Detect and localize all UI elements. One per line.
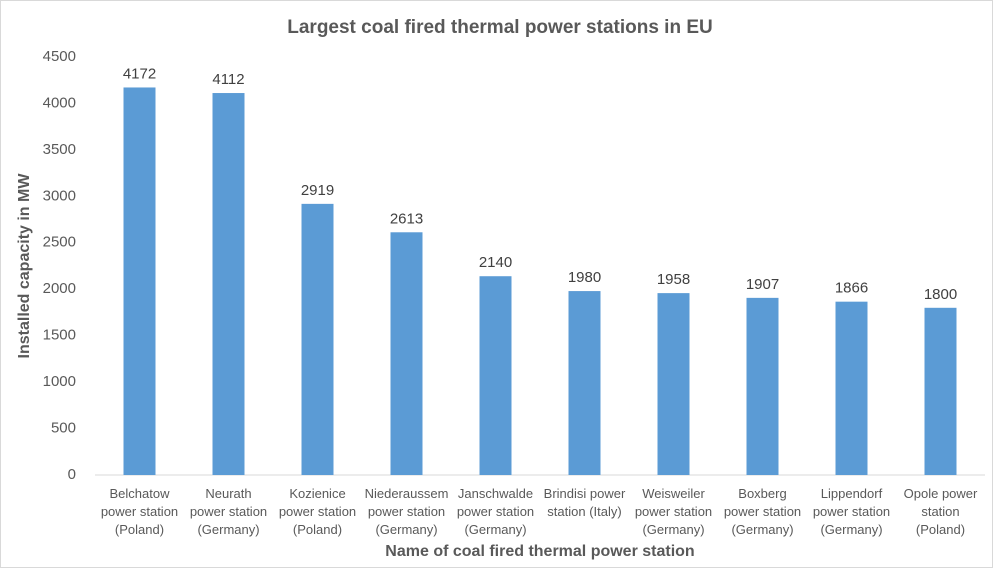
x-tick-label-line: station	[921, 504, 959, 519]
x-tick-label-line: (Germany)	[464, 522, 526, 537]
x-tick-label: Boxberg power station (Germany)	[724, 486, 801, 537]
bar	[479, 276, 512, 475]
x-tick-label-line: Weisweiler	[642, 486, 705, 501]
y-axis-title: Installed capacity in MW	[16, 173, 33, 359]
x-tick-label: Weisweiler power station (Germany)	[635, 486, 712, 537]
x-tick-label-line: station (Italy)	[547, 504, 621, 519]
x-tick-label-line: power station	[190, 504, 267, 519]
x-tick-label-line: power station	[724, 504, 801, 519]
x-tick-label-line: (Germany)	[820, 522, 882, 537]
y-tick-label: 3000	[43, 187, 76, 204]
x-tick-label-line: power station	[368, 504, 445, 519]
bar	[657, 293, 690, 475]
x-tick-label: Niederaussem power station (Germany)	[365, 486, 449, 537]
x-tick-label: Janschwalde power station (Germany)	[457, 486, 534, 537]
y-tick-label: 2000	[43, 280, 76, 297]
y-tick-label: 2500	[43, 234, 76, 251]
data-label: 1980	[568, 269, 601, 286]
x-tick-label-line: power station	[101, 504, 178, 519]
x-tick-label-line: Opole power	[904, 486, 978, 501]
x-tick-label-line: power station	[279, 504, 356, 519]
y-tick-label: 1000	[43, 373, 76, 390]
x-tick-label-line: (Germany)	[642, 522, 704, 537]
x-tick-label-line: (Germany)	[375, 522, 437, 537]
x-tick-label-line: (Poland)	[115, 522, 164, 537]
data-label: 2140	[479, 254, 512, 271]
x-tick-label-line: (Germany)	[731, 522, 793, 537]
x-tick-label: Kozienice power station (Poland)	[279, 486, 356, 537]
bar	[301, 203, 334, 475]
x-axis-title: Name of coal fired thermal power station	[385, 543, 694, 560]
x-tick-label-line: Brindisi power	[544, 486, 626, 501]
data-label: 2613	[390, 210, 423, 227]
x-tick-label-line: Neurath	[205, 486, 251, 501]
x-tick-label-line: (Germany)	[197, 522, 259, 537]
bar	[568, 291, 601, 475]
data-label: 1958	[657, 271, 690, 288]
x-tick-label-line: power station	[457, 504, 534, 519]
bar	[212, 93, 245, 475]
x-tick-label-line: (Poland)	[916, 522, 965, 537]
y-tick-label: 3500	[43, 141, 76, 158]
bar	[746, 297, 779, 475]
y-tick-label: 4500	[43, 48, 76, 65]
bar	[123, 87, 156, 475]
x-tick-label: Opole power station (Poland)	[904, 486, 978, 537]
data-label: 2919	[301, 182, 334, 199]
x-tick-label: Neurath power station (Germany)	[190, 486, 267, 537]
data-label: 1907	[746, 276, 779, 293]
x-tick-label-line: Kozienice	[289, 486, 345, 501]
data-label: 1800	[924, 286, 957, 303]
data-label: 1866	[835, 280, 868, 297]
y-tick-label: 4000	[43, 94, 76, 111]
y-tick-label: 500	[51, 420, 76, 437]
chart-title: Largest coal fired thermal power station…	[287, 17, 713, 38]
x-tick-label-line: power station	[813, 504, 890, 519]
x-tick-label: Belchatow power station (Poland)	[101, 486, 178, 537]
bar	[835, 301, 868, 475]
x-tick-label: Brindisi power station (Italy)	[544, 486, 626, 519]
x-tick-label-line: Belchatow	[110, 486, 171, 501]
x-tick-label-line: power station	[635, 504, 712, 519]
y-tick-label: 1500	[43, 327, 76, 344]
x-tick-label: Lippendorf power station (Germany)	[813, 486, 890, 537]
data-label: 4112	[212, 71, 244, 88]
x-tick-label-line: (Poland)	[293, 522, 342, 537]
x-tick-label-line: Lippendorf	[821, 486, 883, 501]
data-label: 4172	[123, 65, 156, 82]
x-tick-label-line: Niederaussem	[365, 486, 449, 501]
y-tick-label: 0	[68, 466, 76, 483]
x-tick-label-line: Janschwalde	[458, 486, 533, 501]
bar	[924, 307, 957, 475]
x-tick-label-line: Boxberg	[738, 486, 786, 501]
bar	[390, 232, 423, 475]
